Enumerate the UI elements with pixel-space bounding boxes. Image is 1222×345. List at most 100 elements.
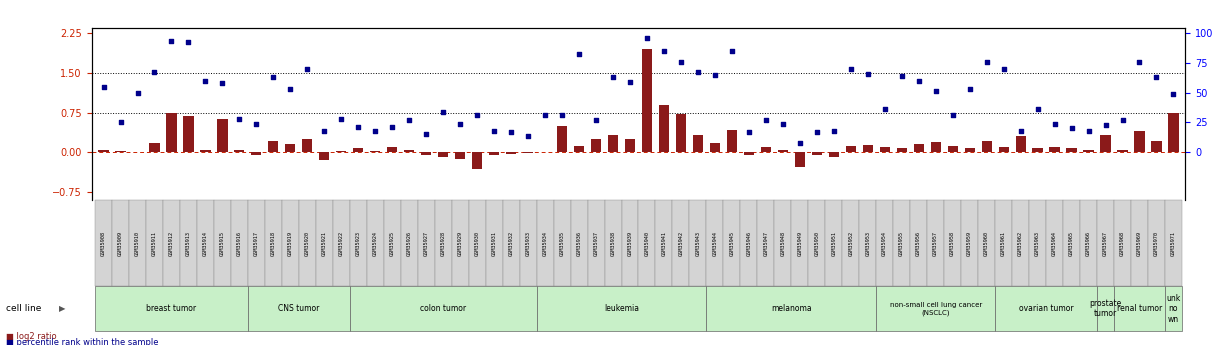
- Bar: [506, 152, 516, 154]
- Text: GSM35950: GSM35950: [814, 231, 819, 256]
- Bar: [1117, 150, 1128, 152]
- Bar: [947, 146, 958, 152]
- Text: GSM35924: GSM35924: [373, 231, 378, 256]
- Point: [281, 86, 301, 92]
- Bar: [659, 105, 670, 152]
- Text: GSM35951: GSM35951: [831, 231, 836, 256]
- Point: [230, 116, 249, 122]
- Bar: [285, 144, 296, 152]
- Point: [756, 117, 776, 123]
- Text: GSM35928: GSM35928: [441, 231, 446, 256]
- Text: GSM35915: GSM35915: [220, 231, 225, 256]
- Text: GSM35959: GSM35959: [967, 231, 973, 256]
- Point: [451, 121, 470, 126]
- Text: GSM35968: GSM35968: [1121, 231, 1125, 256]
- Text: ovarian tumor: ovarian tumor: [1019, 304, 1073, 313]
- Bar: [744, 152, 754, 155]
- Text: GSM35953: GSM35953: [865, 231, 870, 256]
- Point: [417, 132, 436, 137]
- Text: renal tumor: renal tumor: [1117, 304, 1162, 313]
- Bar: [624, 139, 635, 152]
- Point: [552, 112, 572, 118]
- Bar: [218, 119, 227, 152]
- Bar: [336, 151, 346, 152]
- Bar: [149, 143, 160, 152]
- Bar: [269, 141, 279, 152]
- Text: GSM35920: GSM35920: [304, 231, 310, 256]
- Bar: [115, 151, 126, 152]
- Text: GSM35926: GSM35926: [407, 231, 412, 256]
- Point: [909, 78, 929, 83]
- Text: GSM35970: GSM35970: [1154, 231, 1158, 256]
- Point: [1163, 91, 1183, 97]
- Point: [434, 109, 453, 115]
- Point: [637, 35, 656, 40]
- Text: GSM35939: GSM35939: [628, 231, 633, 256]
- Text: GSM35944: GSM35944: [712, 231, 717, 256]
- Text: GSM35912: GSM35912: [169, 231, 174, 256]
- Bar: [914, 144, 924, 152]
- Text: GSM35921: GSM35921: [321, 231, 326, 256]
- Point: [144, 70, 164, 75]
- Point: [824, 128, 843, 134]
- Bar: [1101, 135, 1111, 152]
- Text: GSM35913: GSM35913: [186, 231, 191, 256]
- Bar: [523, 152, 533, 154]
- Text: GSM35954: GSM35954: [882, 231, 887, 256]
- Point: [247, 121, 266, 126]
- Text: GSM35942: GSM35942: [678, 231, 683, 256]
- Text: GSM35908: GSM35908: [101, 231, 106, 256]
- Bar: [880, 147, 890, 152]
- Text: GSM35917: GSM35917: [254, 231, 259, 256]
- Point: [365, 128, 385, 134]
- Point: [264, 74, 284, 80]
- Point: [1062, 126, 1081, 131]
- Text: GSM35945: GSM35945: [730, 231, 734, 256]
- Text: breast tumor: breast tumor: [147, 304, 197, 313]
- Text: GSM35960: GSM35960: [984, 231, 989, 256]
- Bar: [811, 152, 822, 155]
- Text: GSM35969: GSM35969: [1136, 231, 1143, 256]
- Point: [518, 133, 538, 138]
- Bar: [302, 139, 313, 152]
- Point: [128, 90, 148, 95]
- Text: GSM35947: GSM35947: [764, 231, 769, 256]
- Point: [331, 116, 351, 122]
- Text: GSM35966: GSM35966: [1086, 231, 1091, 256]
- Bar: [235, 150, 244, 152]
- Point: [161, 39, 181, 44]
- Point: [1079, 128, 1099, 134]
- Point: [1096, 122, 1116, 128]
- Bar: [846, 146, 855, 152]
- Point: [1129, 59, 1149, 64]
- Point: [807, 129, 826, 135]
- Point: [535, 112, 555, 118]
- Point: [841, 66, 860, 71]
- Bar: [591, 139, 601, 152]
- Bar: [319, 152, 330, 160]
- Text: unk
no
wn: unk no wn: [1166, 294, 1180, 324]
- Bar: [761, 147, 771, 152]
- Bar: [574, 146, 584, 152]
- Bar: [99, 150, 109, 152]
- Point: [400, 117, 419, 123]
- Bar: [863, 145, 873, 152]
- Bar: [489, 152, 500, 155]
- Bar: [710, 143, 720, 152]
- Point: [671, 59, 690, 64]
- Text: GSM35927: GSM35927: [424, 231, 429, 256]
- Bar: [794, 152, 805, 167]
- Text: GSM35935: GSM35935: [560, 231, 565, 256]
- Text: GSM35931: GSM35931: [491, 231, 496, 256]
- Bar: [200, 150, 210, 152]
- Text: non-small cell lung cancer
(NSCLC): non-small cell lung cancer (NSCLC): [890, 302, 981, 316]
- Text: melanoma: melanoma: [771, 304, 811, 313]
- Text: GSM35911: GSM35911: [152, 231, 156, 256]
- Text: GSM35933: GSM35933: [525, 231, 530, 256]
- Point: [926, 89, 946, 94]
- Point: [739, 129, 759, 135]
- Text: GSM35936: GSM35936: [577, 231, 582, 256]
- Bar: [1084, 150, 1094, 152]
- Point: [993, 66, 1013, 71]
- Text: GSM35967: GSM35967: [1103, 231, 1108, 256]
